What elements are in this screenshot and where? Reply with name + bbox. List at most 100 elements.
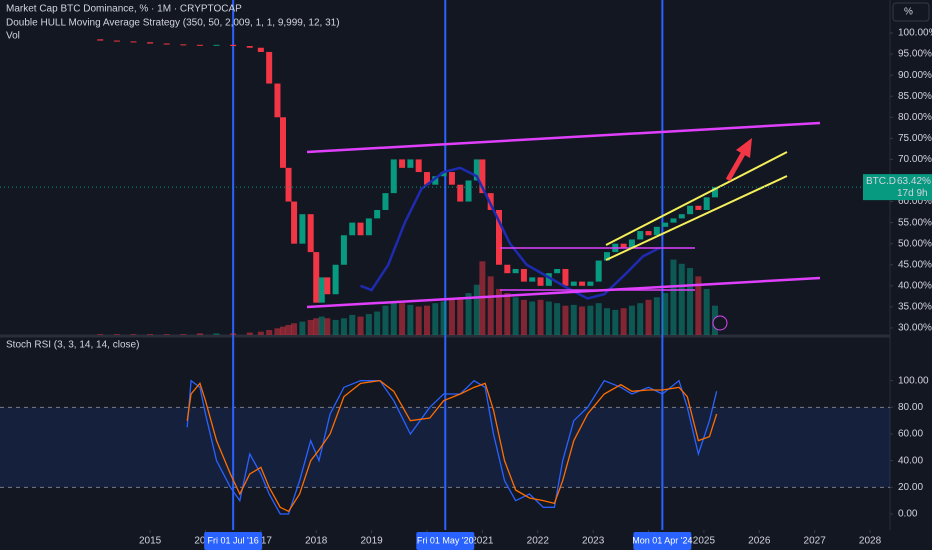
candle xyxy=(349,222,356,236)
y-tick-label: 100.00 xyxy=(898,375,929,386)
volume-bar xyxy=(365,314,372,335)
candle xyxy=(465,180,472,202)
volume-bar xyxy=(291,323,298,335)
candle xyxy=(163,43,170,45)
volume-bar xyxy=(595,303,602,335)
candle xyxy=(520,268,527,282)
drawings xyxy=(306,121,821,331)
candle xyxy=(587,281,594,286)
arrow xyxy=(725,150,747,182)
y-tick-label: 60.00 xyxy=(898,429,923,440)
candle xyxy=(545,273,552,286)
candle xyxy=(620,243,627,248)
candle xyxy=(432,176,439,185)
volume-bar xyxy=(703,288,710,335)
candle xyxy=(603,252,610,261)
candle xyxy=(695,205,702,210)
y-tick-label: 40.00 xyxy=(898,455,923,466)
x-tick-label: 2019 xyxy=(360,536,383,547)
volume-bar xyxy=(620,308,627,335)
volume-bar xyxy=(415,306,422,335)
candle xyxy=(711,187,718,198)
volume-bar xyxy=(113,334,120,335)
candle xyxy=(407,159,414,168)
candle xyxy=(662,222,669,227)
candle xyxy=(687,205,694,215)
y-tick-label: 40.00% xyxy=(898,280,932,291)
stoch-line xyxy=(186,379,718,515)
candle xyxy=(670,218,677,223)
x-tick-label: 2022 xyxy=(527,536,550,547)
volume-bar xyxy=(545,301,552,335)
price-label: 63.42% xyxy=(897,176,931,187)
volume-bar xyxy=(274,328,281,335)
x-tick-label: 2028 xyxy=(859,536,882,547)
volume-bar xyxy=(285,324,292,335)
date-badge xyxy=(204,532,263,550)
date-badge-label: Mon 01 Apr '24 xyxy=(632,535,692,545)
volume-bar xyxy=(465,293,472,335)
volume-bar xyxy=(662,293,669,335)
candle xyxy=(628,239,635,248)
candle xyxy=(473,159,480,181)
unit-button-label[interactable]: % xyxy=(904,7,913,18)
y-tick-label: 90.00% xyxy=(898,70,932,81)
volume-bar xyxy=(357,316,364,335)
candle xyxy=(257,47,264,52)
y-tick-label: 60.00% xyxy=(898,196,932,207)
volume-bar xyxy=(374,311,381,335)
volume-bar xyxy=(603,308,610,335)
volume-bar xyxy=(562,305,569,335)
candle xyxy=(424,172,431,185)
volume-bar xyxy=(670,259,677,335)
volume-bar xyxy=(163,334,170,335)
volume-bar xyxy=(399,303,406,335)
price-badge xyxy=(863,174,932,201)
date-badge-label: Fri 01 May '20 xyxy=(417,535,474,545)
candle xyxy=(537,277,544,286)
candle xyxy=(274,83,281,118)
volume-bar xyxy=(382,305,389,335)
y-tick-label: 30.00% xyxy=(898,323,932,334)
candle xyxy=(213,44,220,46)
volume-bar xyxy=(448,299,455,335)
volume-bar xyxy=(299,321,306,335)
event-icon xyxy=(712,315,728,331)
stoch-line xyxy=(186,379,718,513)
candle xyxy=(382,193,389,210)
candle xyxy=(479,159,486,194)
volume-bar xyxy=(687,268,694,335)
x-tick-label: 2023 xyxy=(582,536,605,547)
candle xyxy=(637,231,644,240)
volume-bar xyxy=(645,299,652,335)
y-tick-label: 85.00% xyxy=(898,91,932,102)
candle xyxy=(340,235,347,265)
candle xyxy=(246,46,253,48)
candle xyxy=(130,41,137,43)
volume-bar xyxy=(196,333,203,335)
candle xyxy=(562,268,569,286)
volume-bar xyxy=(257,331,264,335)
candle xyxy=(318,277,325,303)
volume-bar xyxy=(440,301,447,335)
volume-bar xyxy=(695,276,702,335)
volume-bar xyxy=(390,301,397,335)
volume-bar xyxy=(349,314,356,335)
symbol-label: BTC.D xyxy=(866,176,896,187)
candle xyxy=(390,159,397,194)
x-tick-label: 2018 xyxy=(305,536,328,547)
volume-bar xyxy=(432,303,439,335)
candle xyxy=(399,159,406,168)
volume-bar xyxy=(637,303,644,335)
volume-bar xyxy=(266,329,273,335)
y-tick-label: 55.00% xyxy=(898,217,932,228)
date-badge xyxy=(633,532,692,550)
x-tick-label: 2026 xyxy=(748,536,771,547)
unit-button[interactable] xyxy=(892,2,930,22)
candle xyxy=(678,214,685,219)
volume-bar xyxy=(495,288,502,335)
y-tick-label: 20.00 xyxy=(898,482,923,493)
candle xyxy=(570,281,577,286)
